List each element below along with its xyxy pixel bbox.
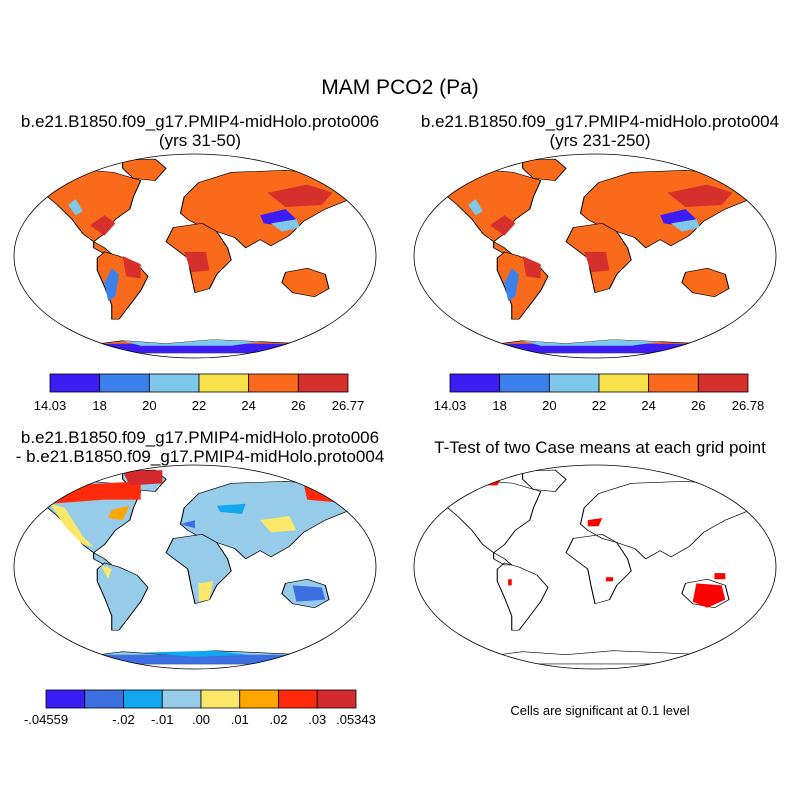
ttest-note: Cells are significant at 0.1 level xyxy=(510,703,690,718)
figure-title: MAM PCO2 (Pa) xyxy=(321,76,479,99)
colorbar-difference-label-8: .05343 xyxy=(336,712,376,727)
colorbar-case1-swatch-2 xyxy=(148,373,200,393)
colorbar-difference-label-7: .03 xyxy=(308,712,326,727)
panel-title-case1-line1: b.e21.B1850.f09_g17.PMIP4-midHolo.proto0… xyxy=(20,112,380,131)
colorbar-case1-swatch-4 xyxy=(248,373,299,393)
map-border-case1 xyxy=(13,153,377,359)
colorbar-difference-swatch-0 xyxy=(45,689,86,709)
colorbar-case1-label-3: 22 xyxy=(192,398,206,413)
colorbar-difference-label-0: -.04559 xyxy=(24,712,68,727)
colorbar-difference-swatch-1 xyxy=(84,689,124,709)
colorbar-case1-label-6: 26.77 xyxy=(332,398,365,413)
colorbar-case2-label-3: 22 xyxy=(592,398,606,413)
colorbar-difference-swatch-3 xyxy=(161,689,202,709)
map-panel-case2 xyxy=(428,159,761,353)
panel-title-diff-line1: b.e21.B1850.f09_g17.PMIP4-midHolo.proto0… xyxy=(20,428,380,447)
panel-title-case1-line2: (yrs 31-50) xyxy=(158,131,242,150)
colorbar-case1-swatch-0 xyxy=(49,373,101,393)
map-panel-ttest xyxy=(428,470,761,664)
colorbar-difference-label-3: -.01 xyxy=(151,712,173,727)
map-border-difference xyxy=(13,464,377,670)
colorbar-case1-swatch-1 xyxy=(99,373,150,393)
colorbar-difference-label-6: .02 xyxy=(269,712,287,727)
colorbar-case2-swatch-2 xyxy=(548,373,600,393)
colorbar-case1: 14.03 18 20 22 24 26 26.77 xyxy=(34,373,365,413)
colorbar-case2-swatch-0 xyxy=(449,373,501,393)
colorbar-case2-swatch-3 xyxy=(598,373,650,393)
colorbar-case2-swatch-5 xyxy=(697,373,749,393)
map-panel-difference xyxy=(28,470,361,664)
panel-title-case2-line2: (yrs 231-250) xyxy=(549,131,651,150)
map-border-ttest xyxy=(413,464,777,670)
colorbar-case1-label-0: 14.03 xyxy=(34,398,67,413)
colorbar-difference-label-5: .01 xyxy=(231,712,249,727)
colorbar-difference-swatch-5 xyxy=(239,689,279,709)
panel-title-ttest: T-Test of two Case means at each grid po… xyxy=(434,438,766,457)
map-border-case2 xyxy=(413,153,777,359)
colorbar-case2-label-6: 26.78 xyxy=(732,398,765,413)
panel-title-case2-line1: b.e21.B1850.f09_g17.PMIP4-midHolo.proto0… xyxy=(420,112,780,131)
colorbar-difference-label-4: .00 xyxy=(192,712,210,727)
colorbar-case2-label-4: 24 xyxy=(641,398,655,413)
colorbar-case1-label-4: 24 xyxy=(241,398,255,413)
colorbar-case2-swatch-4 xyxy=(648,373,699,393)
colorbar-case2-label-5: 26 xyxy=(691,398,705,413)
colorbar-case1-swatch-3 xyxy=(198,373,250,393)
colorbar-case2-label-0: 14.03 xyxy=(434,398,467,413)
colorbar-difference-swatch-4 xyxy=(200,689,241,709)
colorbar-case2-label-1: 18 xyxy=(492,398,506,413)
colorbar-case2-label-2: 20 xyxy=(542,398,556,413)
colorbar-case2-swatch-1 xyxy=(499,373,550,393)
colorbar-case1-label-1: 18 xyxy=(92,398,106,413)
colorbar-difference-label-2: -.02 xyxy=(112,712,134,727)
colorbar-difference-swatch-2 xyxy=(123,689,163,709)
colorbar-case1-label-5: 26 xyxy=(291,398,305,413)
panel-title-diff-line2: - b.e21.B1850.f09_g17.PMIP4-midHolo.prot… xyxy=(15,447,385,466)
colorbar-case1-swatch-5 xyxy=(297,373,349,393)
colorbar-difference-swatch-7 xyxy=(316,689,357,709)
map-panel-case1 xyxy=(28,159,361,353)
colorbar-difference: -.04559 -.02 -.01 .00 .01 .02 .03 .05343 xyxy=(24,689,376,727)
colorbar-case2: 14.03 18 20 22 24 26 26.78 xyxy=(434,373,765,413)
colorbar-difference-swatch-6 xyxy=(278,689,318,709)
colorbar-case1-label-2: 20 xyxy=(142,398,156,413)
